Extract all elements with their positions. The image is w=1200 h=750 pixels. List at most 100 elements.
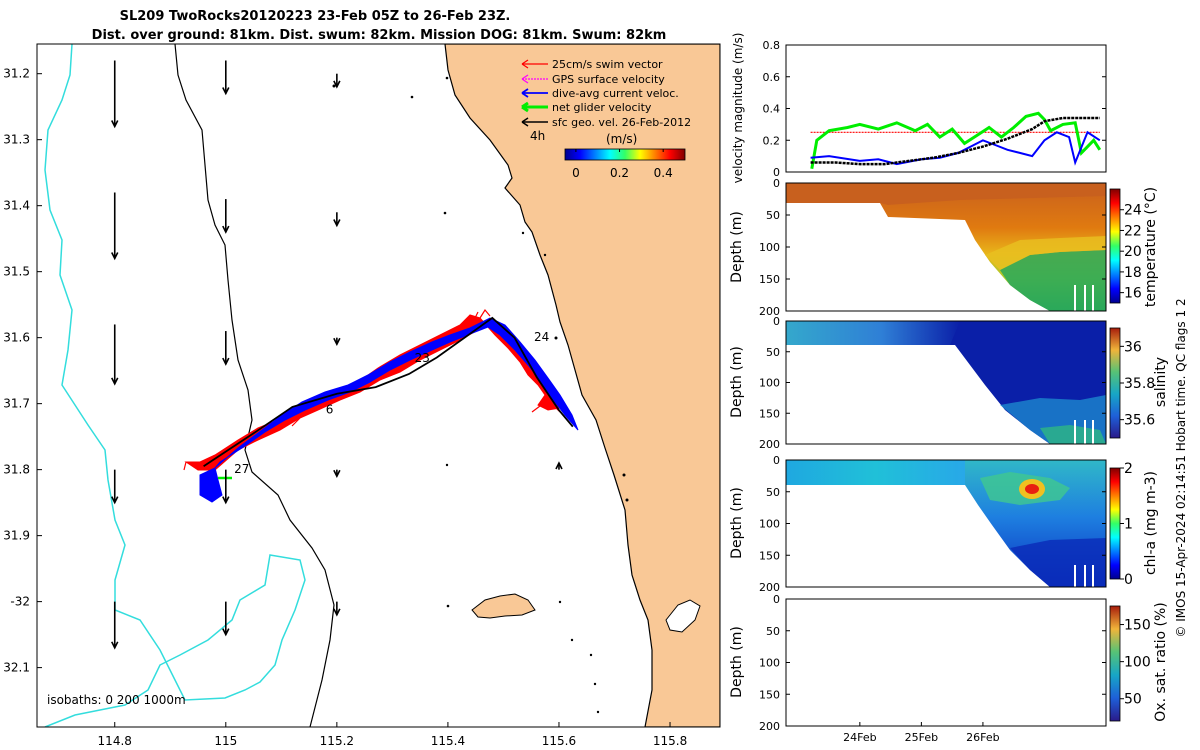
current-arrow	[222, 60, 230, 96]
temperature-panel: 0 50 100 150 200 Depth (m) 16 18 20 22 24 temper…	[729, 177, 1159, 318]
velocity-ylabel: velocity magnitude (m/s)	[731, 33, 745, 184]
credit-text: © IMOS 15-Apr-2024 02:14:51 Hobart time.…	[1174, 298, 1188, 637]
depth-tick-label: 100	[759, 657, 780, 670]
map-ytick-label: 31.4	[3, 199, 30, 213]
map-xtick-label: 115.4	[431, 734, 465, 748]
chla-gaps	[1074, 565, 1094, 587]
depth-tick-label: 100	[759, 377, 780, 390]
map-ytick-label: 31.7	[3, 397, 30, 411]
map-ytick-label: 32.1	[3, 661, 30, 675]
current-arrow	[333, 601, 341, 617]
map-panel: 24 23 6 27 114.8 115 115.2 115.4 115.6 115.8 31.…	[3, 43, 721, 748]
current-arrow	[333, 212, 341, 228]
depth-tick-label: 100	[759, 518, 780, 531]
temperature-colorbar	[1109, 188, 1121, 304]
velocity-ytick-label: 0	[773, 166, 780, 179]
current-arrow	[111, 601, 119, 650]
chla-y-ticks: 0 50 100 150 200	[759, 454, 1106, 594]
velocity-ytick-label: 0.4	[763, 103, 781, 116]
velocity-panel: 0 0.2 0.4 0.6 0.8 velocity magnitude (m/s)	[731, 33, 1107, 184]
map-cbar-tick-label: 0.2	[610, 166, 629, 180]
oxygen-colorbar-label: Ox. sat. ratio (%)	[1153, 602, 1169, 721]
map-ytick-label: 31.8	[3, 463, 30, 477]
colorbar-tick-label: 24	[1124, 203, 1142, 219]
day-label: 27	[234, 462, 249, 476]
map-colorbar	[564, 148, 686, 161]
oxygen-colorbar-ticks: 50 100 150	[1120, 618, 1151, 708]
salinity-colorbar-label: salinity	[1153, 357, 1169, 407]
day-label: 23	[415, 351, 430, 365]
map-xtick-label: 114.8	[98, 734, 132, 748]
colorbar-tick-label: 22	[1124, 223, 1142, 239]
depth-tick-label: 150	[759, 688, 780, 701]
colorbar-tick-label: 1	[1124, 517, 1133, 533]
current-arrow	[222, 601, 230, 637]
oxygen-colorbar	[1109, 605, 1121, 722]
chla-colorbar-ticks: 0 1 2	[1120, 461, 1133, 588]
day-label: 6	[326, 403, 334, 417]
map-ytick-label: -32	[10, 595, 30, 609]
salinity-panel: 0 50 100 150 200 Depth (m) 35.6 35.8 36 salini…	[729, 315, 1169, 451]
velocity-frame	[785, 44, 1107, 173]
velocity-series	[810, 111, 1102, 170]
temperature-ylabel: Depth (m)	[729, 211, 745, 283]
depth-tick-label: 50	[766, 209, 780, 222]
map-ytick-label: 31.6	[3, 331, 30, 345]
temperature-mid-warm	[985, 236, 1106, 270]
depth-tick-label: 200	[759, 720, 780, 733]
oxygen-x-ticks: 24Feb 25Feb 26Feb	[843, 722, 1000, 744]
salinity-gaps	[1074, 420, 1094, 444]
legend-geo: sfc geo. vel. 26-Feb-2012	[552, 116, 691, 129]
isobath-1000m	[44, 44, 306, 727]
current-arrow	[333, 337, 341, 347]
depth-tick-label: 0	[773, 177, 780, 190]
chla-ylabel: Depth (m)	[729, 487, 745, 559]
depth-tick-label: 150	[759, 549, 780, 562]
map-ytick-label: 31.5	[3, 265, 30, 279]
coastal-rocks	[332, 76, 629, 714]
chla-panel: 0 50 100 150 200 Depth (m) 0 1 2 chl-a (mg m-3…	[729, 454, 1159, 594]
isobaths-label: isobaths: 0 200 1000m	[47, 693, 186, 707]
map-legend: 25cm/s swim vector GPS surface velocity …	[521, 58, 691, 180]
rottnest-island	[471, 593, 536, 619]
velocity-line-current	[810, 130, 1101, 166]
current-arrow	[555, 461, 563, 470]
day-label: 24	[534, 330, 549, 344]
oxygen-y-ticks: 0 50 100 150 200	[759, 593, 1106, 733]
isobath-0m	[174, 44, 335, 727]
oxygen-panel: 0 50 100 150 200 24Feb 25Feb 26Feb Depth (m) 5…	[729, 593, 1169, 744]
salinity-colorbar	[1109, 327, 1121, 439]
salinity-surface-layer	[786, 321, 960, 345]
legend-current: dive-avg current veloc.	[552, 87, 679, 100]
map-xtick-label: 115	[214, 734, 237, 748]
depth-tick-label: 0	[773, 315, 780, 328]
temperature-deep-water	[1000, 250, 1106, 311]
temperature-y-ticks: 0 50 100 150 200	[759, 177, 1106, 318]
map-frame	[36, 43, 721, 728]
depth-tick-label: 0	[773, 454, 780, 467]
map-cbar-tick-label: 0	[572, 166, 580, 180]
map-colorbar-ticks: 0 0.2 0.4	[572, 149, 673, 180]
colorbar-tick-label: 18	[1124, 265, 1142, 281]
chla-max-core	[1025, 484, 1039, 494]
map-xtick-label: 115.6	[542, 734, 576, 748]
chla-colorbar	[1109, 467, 1121, 580]
map-ytick-label: 31.3	[3, 133, 30, 147]
legend-swim: 25cm/s swim vector	[552, 58, 663, 71]
colorbar-tick-label: 150	[1124, 618, 1151, 634]
colorbar-tick-label: 0	[1124, 572, 1133, 588]
salinity-deep-green	[1040, 425, 1106, 444]
current-arrow	[333, 73, 341, 89]
colorbar-tick-label: 36	[1124, 339, 1142, 355]
salinity-ylabel: Depth (m)	[729, 346, 745, 418]
depth-tick-label: 200	[759, 305, 780, 318]
velocity-line-net	[810, 111, 1102, 170]
time-tick-label: 24Feb	[843, 731, 876, 744]
current-arrow	[111, 192, 119, 261]
map-ytick-label: 31.2	[3, 67, 30, 81]
legend-net: net glider velocity	[552, 101, 652, 114]
depth-tick-label: 50	[766, 346, 780, 359]
colorbar-tick-label: 35.6	[1124, 413, 1155, 429]
depth-tick-label: 50	[766, 486, 780, 499]
